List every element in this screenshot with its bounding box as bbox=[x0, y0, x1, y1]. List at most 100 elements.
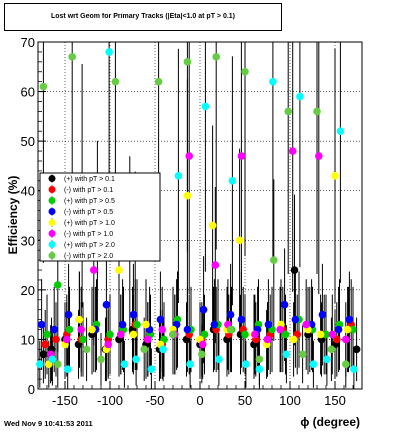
data-point bbox=[241, 67, 249, 76]
data-point bbox=[323, 355, 331, 364]
data-point bbox=[309, 360, 318, 369]
legend-entry: (+) with pT > 1.0 bbox=[64, 220, 115, 227]
legend-marker bbox=[48, 252, 56, 259]
data-point bbox=[75, 315, 84, 324]
data-point bbox=[133, 320, 141, 329]
data-point bbox=[237, 315, 246, 324]
x-axis-label: ϕ (degree) bbox=[300, 415, 360, 429]
data-point bbox=[105, 48, 113, 56]
data-point bbox=[296, 92, 304, 101]
axes: -150 -100 -50 0 50 100 150 0 10 20 30 40 50 60 70 bbox=[21, 35, 363, 408]
data-point bbox=[313, 107, 321, 116]
grid-lines bbox=[38, 41, 362, 390]
data-point bbox=[142, 320, 150, 329]
data-point bbox=[302, 320, 311, 329]
data-point bbox=[282, 350, 291, 359]
data-point bbox=[333, 335, 341, 344]
y-tick-label: 40 bbox=[21, 184, 35, 199]
x-tick-label: -50 bbox=[146, 393, 165, 408]
data-point bbox=[226, 325, 235, 334]
data-point bbox=[280, 300, 289, 309]
legend-marker bbox=[48, 186, 56, 193]
data-point bbox=[68, 53, 76, 61]
data-point bbox=[201, 102, 210, 111]
data-point bbox=[350, 365, 358, 373]
data-point bbox=[212, 53, 220, 61]
data-point bbox=[242, 360, 250, 369]
data-point bbox=[39, 350, 48, 359]
data-point bbox=[88, 325, 96, 334]
data-point bbox=[298, 350, 307, 359]
x-tick-label: 150 bbox=[324, 393, 346, 408]
y-tick-label: 50 bbox=[21, 134, 35, 149]
data-point bbox=[291, 315, 300, 324]
x-tick-label: 50 bbox=[238, 393, 252, 408]
data-point bbox=[48, 355, 57, 364]
data-point bbox=[63, 335, 71, 344]
data-point bbox=[237, 152, 246, 160]
data-point bbox=[102, 300, 111, 309]
y-tick-label: 70 bbox=[21, 35, 35, 50]
data-point bbox=[269, 77, 277, 86]
data-point bbox=[186, 360, 194, 369]
data-point bbox=[156, 315, 165, 324]
data-point bbox=[198, 350, 206, 359]
data-point bbox=[200, 330, 209, 339]
data-point bbox=[290, 266, 299, 274]
chart-title: Lost wrt Geom for Primary Tracks (|Eta|<… bbox=[50, 13, 236, 20]
data-point bbox=[270, 256, 278, 264]
data-point bbox=[115, 266, 123, 274]
data-point bbox=[235, 236, 244, 245]
data-point bbox=[104, 340, 112, 349]
data-point bbox=[289, 335, 298, 344]
data-point bbox=[349, 325, 357, 334]
data-point bbox=[43, 330, 51, 339]
data-point bbox=[345, 315, 354, 324]
data-point bbox=[120, 360, 129, 369]
legend-box bbox=[39, 172, 161, 262]
data-point bbox=[54, 360, 62, 369]
x-tick-label: -150 bbox=[52, 393, 78, 408]
data-point bbox=[342, 335, 350, 344]
legend-entry: (-) with pT > 0.1 bbox=[64, 187, 113, 194]
data-point bbox=[263, 335, 272, 344]
data-point bbox=[183, 191, 192, 200]
data-point bbox=[316, 330, 325, 339]
y-tick-label: 0 bbox=[28, 382, 35, 397]
y-tick-label: 10 bbox=[21, 332, 35, 347]
data-point bbox=[226, 310, 235, 319]
data-point bbox=[37, 320, 46, 329]
data-point bbox=[315, 152, 323, 160]
data-point bbox=[198, 340, 207, 349]
data-point bbox=[118, 320, 127, 329]
data-point bbox=[106, 330, 114, 339]
y-axis-label: Efficiency (%) bbox=[6, 176, 20, 255]
data-point bbox=[39, 82, 48, 91]
data-point bbox=[281, 330, 290, 339]
data-point bbox=[52, 335, 60, 344]
data-point bbox=[255, 355, 264, 364]
data-point bbox=[154, 77, 163, 86]
data-point bbox=[288, 147, 297, 155]
data-point bbox=[183, 58, 192, 66]
data-point bbox=[228, 177, 237, 185]
data-point bbox=[334, 325, 343, 334]
data-point bbox=[251, 330, 259, 339]
data-point bbox=[264, 320, 273, 329]
data-point bbox=[331, 172, 339, 180]
data-point bbox=[64, 310, 73, 319]
timestamp-footer: Wed Nov 9 10:41:53 2011 bbox=[4, 419, 93, 428]
data-point bbox=[185, 152, 193, 160]
legend-marker bbox=[48, 241, 56, 248]
title-box: Lost wrt Geom for Primary Tracks (|Eta|<… bbox=[4, 3, 282, 31]
data-point bbox=[129, 330, 138, 339]
data-point bbox=[82, 345, 91, 354]
data-point bbox=[63, 365, 72, 373]
data-point bbox=[54, 281, 62, 289]
data-point bbox=[97, 355, 105, 364]
legend-entry: (-) with pT > 1.0 bbox=[64, 231, 113, 238]
data-point bbox=[199, 305, 208, 314]
data-point bbox=[284, 107, 293, 116]
legend-marker bbox=[48, 175, 56, 182]
data-point bbox=[328, 330, 337, 339]
